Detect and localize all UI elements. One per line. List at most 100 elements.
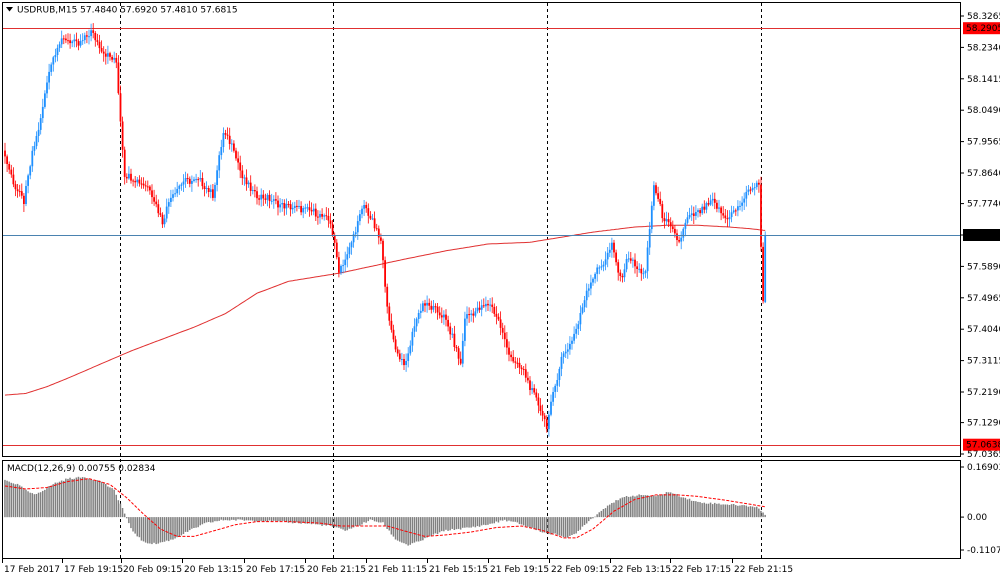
macd-histogram-bar	[357, 517, 359, 526]
macd-histogram-bar	[327, 517, 330, 525]
candle-bear	[676, 233, 678, 240]
candle-bear	[20, 191, 23, 196]
macd-histogram-bar	[264, 517, 267, 522]
candle-bull	[596, 267, 599, 274]
candle-bear	[674, 228, 676, 234]
candle-bear	[499, 319, 502, 328]
macd-signal-line	[4, 478, 766, 539]
candle-bear	[734, 210, 737, 212]
candle-bear	[157, 204, 160, 214]
candle-bear	[760, 184, 762, 247]
macd-histogram-bar	[378, 517, 380, 523]
candle-bear	[520, 367, 523, 369]
candle-bear	[501, 327, 504, 333]
price-tick-label: 58.2340	[967, 43, 1000, 53]
candle-bear	[396, 349, 399, 354]
macd-histogram-bar	[558, 517, 561, 536]
candle-bull	[354, 232, 357, 235]
macd-histogram-bar	[585, 517, 588, 524]
candle-bull	[474, 311, 477, 316]
macd-histogram-bar	[203, 517, 206, 524]
price-tick-label: 57.8640	[967, 169, 1000, 179]
candle-bear	[226, 134, 229, 136]
candle-bear	[508, 347, 510, 355]
candle-bear	[436, 306, 439, 313]
candle-bull	[178, 185, 181, 189]
macd-histogram-bar	[39, 492, 42, 518]
macd-histogram-bar	[466, 517, 468, 528]
macd-histogram-bar	[151, 517, 153, 545]
candle-bull	[701, 206, 704, 214]
candle-bear	[102, 51, 105, 54]
candle-bull	[638, 268, 641, 270]
candle-bear	[338, 257, 340, 273]
macd-histogram-bar	[298, 517, 300, 524]
macd-histogram-bar	[308, 517, 311, 524]
candle-bear	[317, 216, 319, 218]
candle-bull	[247, 182, 250, 185]
candle-bear	[669, 222, 672, 227]
candle-bull	[625, 259, 628, 270]
candle-bull	[191, 181, 193, 184]
macd-histogram-bar	[514, 517, 516, 522]
macd-histogram-bar	[342, 517, 344, 530]
macd-histogram-bar	[31, 493, 33, 518]
macd-histogram-bar	[760, 510, 762, 518]
candle-bull	[243, 177, 246, 179]
macd-histogram-bar	[451, 517, 453, 529]
macd-histogram-bar	[266, 517, 269, 522]
candle-bull	[214, 185, 216, 198]
candle-bull	[73, 39, 76, 42]
macd-histogram-bar	[277, 517, 279, 522]
macd-histogram-bar	[518, 517, 521, 525]
candle-bear	[117, 62, 120, 94]
candle-bear	[201, 178, 204, 187]
macd-histogram-bar	[386, 517, 388, 529]
macd-histogram-bar	[638, 494, 640, 518]
macd-histogram-bar	[394, 517, 397, 540]
candle-bull	[558, 368, 561, 380]
horizontal-levels[interactable]	[3, 28, 960, 446]
macd-histogram-bar	[405, 517, 407, 545]
macd-histogram-bar	[84, 477, 86, 518]
candle-bear	[384, 260, 386, 287]
macd-histogram-bar	[111, 488, 113, 518]
candle-bear	[365, 205, 368, 209]
macd-histogram-bar	[310, 517, 313, 525]
macd-histogram-bar	[56, 482, 59, 518]
macd-histogram-bar	[254, 517, 256, 522]
macd-histogram-bar	[573, 517, 575, 535]
triangle-down-icon[interactable]	[6, 7, 13, 12]
candle-bear	[543, 415, 546, 420]
macd-histogram-bar	[283, 517, 285, 522]
macd-histogram-bar	[121, 508, 124, 518]
candle-bear	[455, 347, 458, 349]
macd-histogram-bar	[247, 517, 250, 521]
candle-bull	[27, 175, 29, 186]
candle-bear	[380, 237, 382, 241]
macd-histogram-bar	[552, 517, 554, 534]
macd-histogram-bar	[67, 478, 69, 518]
candle-bear	[506, 339, 508, 348]
candle-bear	[529, 380, 531, 390]
current-price-tag	[963, 229, 1000, 241]
macd-histogram-bar	[512, 517, 514, 522]
macd-histogram-bar	[525, 517, 527, 527]
candle-bull	[218, 155, 221, 171]
macd-histogram-bar	[581, 517, 584, 527]
candle-bear	[434, 306, 437, 308]
macd-histogram-bar	[762, 512, 764, 518]
candle-bear	[495, 313, 498, 317]
macd-histogram-bar	[728, 505, 731, 518]
macd-histogram-bar	[296, 517, 298, 523]
macd-histogram-bar	[737, 505, 739, 518]
macd-histogram-bar	[176, 517, 178, 538]
candle-bear	[522, 369, 525, 370]
macd-histogram-bar	[678, 496, 680, 518]
macd-histogram-bar	[409, 517, 411, 545]
macd-histogram-bar	[199, 517, 201, 526]
candle-bear	[329, 220, 332, 224]
candle-bull	[747, 189, 750, 192]
macd-histogram-bar	[428, 517, 430, 537]
